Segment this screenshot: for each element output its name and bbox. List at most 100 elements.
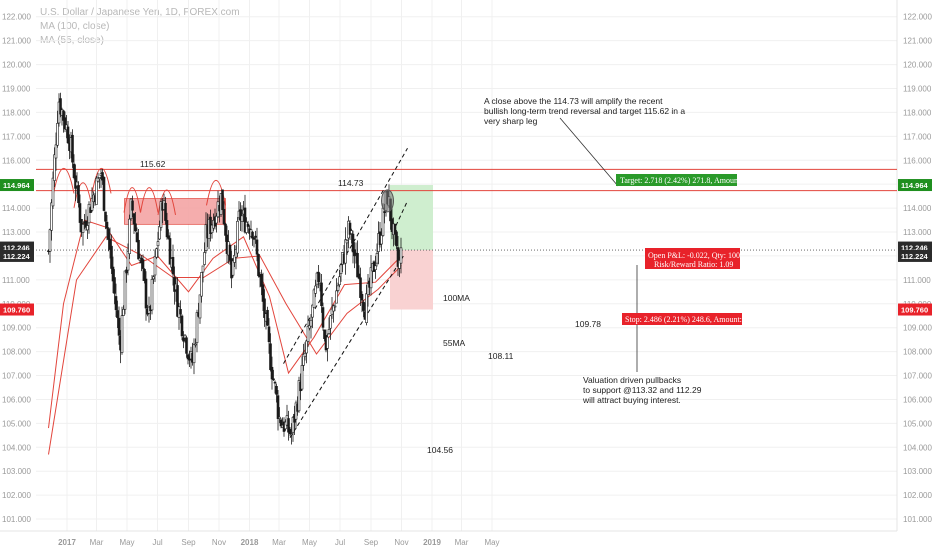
y-tick-label-left: 117.000 bbox=[2, 132, 31, 141]
y-tick-label-left: 120.000 bbox=[2, 61, 31, 70]
candle-body bbox=[277, 396, 279, 419]
candle-body bbox=[315, 286, 317, 293]
candle-body bbox=[99, 177, 101, 178]
x-tick-label: May bbox=[119, 538, 134, 547]
candle-body bbox=[129, 219, 131, 254]
annotation-bottom-line: to support @113.32 and 112.29 bbox=[583, 385, 702, 395]
x-tick-label: Jul bbox=[335, 538, 345, 547]
candle-body bbox=[67, 127, 69, 143]
candle-body bbox=[132, 201, 134, 210]
candle-body bbox=[54, 155, 56, 181]
resistance-arc bbox=[92, 168, 111, 193]
stop-zone bbox=[390, 250, 433, 309]
y-tick-label-left: 122.000 bbox=[2, 13, 31, 22]
candle-body bbox=[153, 277, 155, 279]
candle-body bbox=[306, 341, 308, 353]
candle-body bbox=[114, 278, 116, 294]
y-tick-label: 114.000 bbox=[903, 204, 932, 213]
candle-body bbox=[273, 379, 275, 380]
candle-body bbox=[345, 240, 347, 263]
candle-body bbox=[118, 318, 120, 335]
candle-body bbox=[301, 365, 303, 389]
target-info-text: Target: 2.718 (2.42%) 271.8, Amount: 127… bbox=[620, 176, 766, 185]
candle-body bbox=[247, 224, 249, 226]
candle-body bbox=[255, 236, 257, 237]
y-tick-label: 102.000 bbox=[903, 491, 932, 500]
candle-body bbox=[327, 337, 329, 348]
y-tick-label: 107.000 bbox=[903, 372, 932, 381]
candle-body bbox=[124, 271, 126, 309]
candle-body bbox=[106, 222, 108, 228]
x-tick-label: Sep bbox=[364, 538, 379, 547]
label-55ma: 55MA bbox=[443, 338, 466, 348]
candle-body bbox=[307, 326, 309, 341]
y-tick-label: 121.000 bbox=[903, 37, 932, 46]
label-114-73: 114.73 bbox=[338, 178, 364, 188]
candle-body bbox=[400, 248, 402, 263]
candle-body bbox=[111, 246, 113, 268]
candle-body bbox=[186, 338, 188, 354]
y-tick-label-left: 116.000 bbox=[2, 156, 31, 165]
candle-body bbox=[321, 283, 323, 306]
y-tick-label-left: 113.000 bbox=[2, 228, 31, 237]
y-tick-label: 104.000 bbox=[903, 443, 932, 452]
x-tick-label: May bbox=[484, 538, 499, 547]
y-tick-label: 122.000 bbox=[903, 13, 932, 22]
annotation-pointer-top bbox=[560, 118, 618, 186]
candle-body bbox=[340, 265, 342, 274]
annotation-top-line: very sharp leg bbox=[484, 116, 538, 126]
candle-body bbox=[159, 226, 161, 239]
y-tick-label-left: 109.000 bbox=[2, 324, 31, 333]
label-104-56: 104.56 bbox=[427, 445, 453, 455]
tag-stop-left-text: 109.760 bbox=[3, 306, 30, 315]
candle-body bbox=[172, 257, 174, 274]
candle-body bbox=[318, 272, 320, 281]
y-tick-label-left: 114.000 bbox=[2, 204, 31, 213]
y-tick-label-left: 118.000 bbox=[2, 108, 31, 117]
candle-body bbox=[193, 344, 195, 362]
candle-body bbox=[154, 256, 156, 275]
candle-body bbox=[334, 306, 336, 307]
candle-body bbox=[330, 316, 332, 328]
tag-last2-left-text: 112.224 bbox=[3, 252, 31, 261]
x-tick-label: Nov bbox=[394, 538, 408, 547]
y-tick-label: 101.000 bbox=[903, 515, 932, 524]
candle-body bbox=[352, 234, 354, 252]
stop-info-text: Stop: 2.486 (2.21%) 248.6, Amount: 751.4 bbox=[625, 315, 762, 324]
ma100-line bbox=[49, 237, 402, 455]
candle-body bbox=[199, 295, 201, 318]
candle-body bbox=[291, 434, 293, 435]
candle-body bbox=[274, 382, 276, 383]
candle-body bbox=[108, 229, 110, 240]
x-tick-label: Mar bbox=[90, 538, 104, 547]
x-tick-label: 2019 bbox=[423, 538, 441, 547]
candle-body bbox=[103, 177, 105, 210]
candle-body bbox=[222, 190, 224, 210]
y-tick-label-left: 105.000 bbox=[2, 419, 31, 428]
label-115-62: 115.62 bbox=[140, 159, 166, 169]
candle-body bbox=[121, 316, 123, 353]
candle-body bbox=[166, 220, 168, 236]
candle-body bbox=[88, 204, 90, 223]
candle-body bbox=[339, 277, 341, 285]
y-tick-label: 105.000 bbox=[903, 419, 932, 428]
candle-body bbox=[279, 417, 281, 418]
candle-body bbox=[276, 386, 278, 394]
x-tick-label: Jul bbox=[152, 538, 162, 547]
candle-body bbox=[376, 253, 378, 263]
candle-body bbox=[57, 123, 59, 145]
resistance-arc bbox=[54, 168, 75, 193]
candle-body bbox=[115, 296, 117, 309]
candle-body bbox=[117, 311, 119, 318]
candle-body bbox=[49, 230, 51, 252]
candle-body bbox=[381, 235, 383, 244]
candle-body bbox=[52, 178, 54, 206]
y-tick-label-left: 101.000 bbox=[2, 515, 31, 524]
y-tick-label-left: 107.000 bbox=[2, 372, 31, 381]
candle-body bbox=[271, 367, 273, 379]
x-tick-label: 2017 bbox=[58, 538, 76, 547]
y-tick-label-left: 102.000 bbox=[2, 491, 31, 500]
candle-body bbox=[195, 344, 197, 345]
candle-body bbox=[156, 249, 158, 257]
